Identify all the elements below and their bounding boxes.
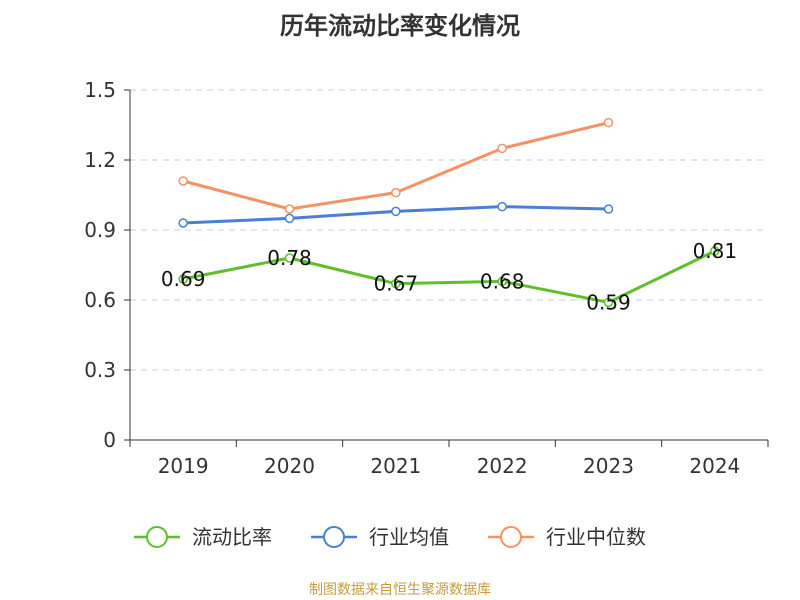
data-label: 0.69 xyxy=(161,267,206,291)
axes: 0 0.3 0.6 0.9 1.2 1.5 2019 2020 2021 2022 2023 2024 xyxy=(84,78,769,478)
x-tick-label-2024: 2024 xyxy=(689,454,740,478)
data-point xyxy=(178,218,188,228)
y-tick-label: 0.9 xyxy=(84,218,116,242)
series-layer xyxy=(178,117,720,308)
data-point xyxy=(391,206,401,217)
x-tick-label-2022: 2022 xyxy=(477,454,528,478)
chart-title: 历年流动比率变化情况 xyxy=(280,12,520,40)
data-label: 0.59 xyxy=(586,290,631,314)
legend-marker-行业均值 xyxy=(323,526,345,548)
data-point xyxy=(710,246,720,256)
x-tick-label-2020: 2020 xyxy=(264,454,315,478)
data-point xyxy=(603,117,614,128)
data-point xyxy=(284,213,295,224)
legend-marker-行业中位数 xyxy=(500,526,522,548)
legend-label-流动比率: 流动比率 xyxy=(192,525,272,549)
data-label: 0.78 xyxy=(267,246,312,270)
grid-lines xyxy=(130,89,768,371)
legend-label-行业均值: 行业均值 xyxy=(369,525,449,549)
data-point xyxy=(603,297,614,308)
legend-marker-流动比率 xyxy=(146,526,168,548)
data-point xyxy=(497,201,507,212)
data-label: 0.67 xyxy=(374,272,419,296)
data-label: 0.81 xyxy=(693,239,738,263)
series-line-流动比率 xyxy=(182,249,716,304)
y-tick-label: 0.3 xyxy=(84,358,116,382)
y-tick-label: 1.2 xyxy=(84,148,116,172)
data-point xyxy=(497,276,507,287)
x-tick-label-2019: 2019 xyxy=(158,454,209,478)
source-note: 制图数据来自恒生聚源数据库 xyxy=(309,582,491,598)
legend-label-行业中位数: 行业中位数 xyxy=(546,525,646,549)
legend: 流动比率 行业均值 行业中位数 xyxy=(134,525,646,549)
x-tick-label-2021: 2021 xyxy=(370,454,421,478)
data-point xyxy=(391,187,401,198)
data-point xyxy=(603,204,614,214)
data-label: 0.68 xyxy=(480,269,525,293)
y-tick-label: 0 xyxy=(103,428,116,452)
data-point xyxy=(284,204,295,214)
y-tick-label: 0.6 xyxy=(84,288,116,312)
data-point xyxy=(178,274,188,284)
y-tick-label: 1.5 xyxy=(84,78,116,102)
data-point xyxy=(497,143,507,154)
data-point xyxy=(178,176,188,186)
x-tick-label-2023: 2023 xyxy=(583,454,634,478)
data-labels: 0.69 0.78 0.67 0.68 0.59 0.81 xyxy=(161,239,737,314)
data-point xyxy=(391,278,401,289)
data-point xyxy=(284,253,295,263)
